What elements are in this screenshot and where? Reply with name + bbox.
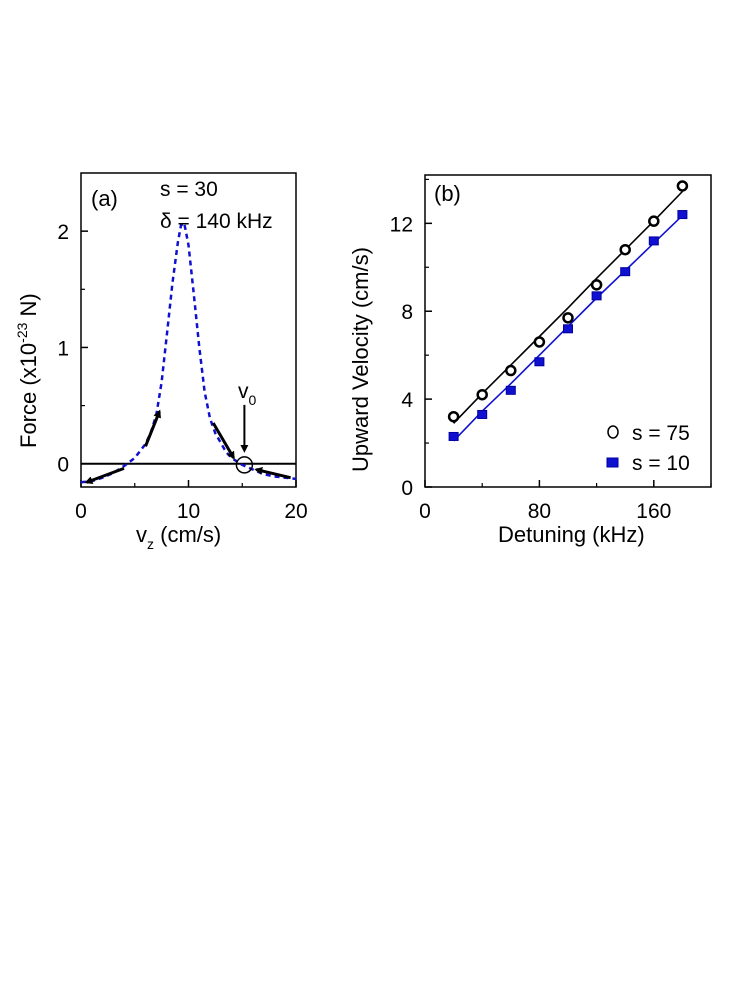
panel-b-y-tick-label: 8 <box>401 301 413 324</box>
panel-b-x-axis-label: Detuning (kHz) <box>498 522 645 547</box>
panel-a-x-tick-label: 10 <box>177 500 200 523</box>
legend: s = 75 s = 10 <box>606 422 690 475</box>
panel-a-annotation-delta: δ = 140 kHz <box>160 210 273 233</box>
fit-line-s75 <box>453 190 683 424</box>
legend-marker-s10 <box>606 457 619 468</box>
panel-b-y-tick-label: 0 <box>401 477 413 500</box>
v0-label: v0 <box>238 380 257 408</box>
flow-arrow <box>254 467 291 480</box>
data-point-s10 <box>505 385 516 395</box>
panel-a-y-tick-label: 0 <box>57 454 69 477</box>
data-point-s75 <box>505 364 517 377</box>
panel-a-y-tick-label: 1 <box>57 337 69 360</box>
panel-a-y-axis-label: Force (x10-23 N) <box>14 293 41 448</box>
data-point-s10 <box>620 267 631 277</box>
panel-b: 0 80 160 0 4 8 12 (b) s = 75 s = 10 Detuning (… <box>348 174 712 547</box>
data-point-s75 <box>562 312 574 324</box>
panel-b-y-axis-label: Upward Velocity (cm/s) <box>348 247 373 472</box>
data-point-s10 <box>477 409 488 419</box>
force-curve <box>80 220 297 484</box>
v0-equilibrium-marker <box>235 456 254 474</box>
panel-b-x-tick-label: 0 <box>419 500 431 523</box>
data-point-s10 <box>563 324 573 334</box>
data-point-s75 <box>676 180 689 192</box>
panel-b-y-tick-label: 12 <box>390 213 413 236</box>
panel-a-annotation-s: s = 30 <box>160 178 218 201</box>
panel-a-x-axis-label: vz (cm/s) <box>136 522 221 552</box>
panel-b-label: (b) <box>434 181 461 206</box>
flow-arrow <box>144 409 161 447</box>
data-point-s10 <box>534 357 545 367</box>
panel-a-label: (a) <box>91 186 118 211</box>
panel-a-x-tick-label: 20 <box>284 500 307 523</box>
legend-label-s75: s = 75 <box>632 422 690 445</box>
data-point-s75 <box>590 279 603 291</box>
data-point-s10 <box>591 291 602 301</box>
panel-b-frame <box>424 174 712 488</box>
legend-label-s10: s = 10 <box>632 452 690 475</box>
legend-marker-s75 <box>607 425 619 439</box>
panel-a-x-tick-label: 0 <box>75 500 87 523</box>
data-point-s75 <box>648 215 660 227</box>
panel-a-y-tick-label: 2 <box>57 221 69 244</box>
data-point-s10 <box>677 210 688 220</box>
flow-arrow <box>211 422 235 460</box>
data-point-s10 <box>448 431 459 441</box>
panel-b-x-tick-label: 80 <box>528 500 551 523</box>
panel-a: 0 10 20 0 1 2 (a) s = 30 δ = 140 kHz v0 vz (c… <box>14 172 308 552</box>
data-point-s75 <box>447 410 460 423</box>
panel-b-x-tick-label: 160 <box>636 500 671 523</box>
data-point-s75 <box>619 243 631 256</box>
data-point-s75 <box>476 388 488 401</box>
data-point-s75 <box>533 336 546 348</box>
flow-arrow <box>84 466 125 485</box>
data-point-s10 <box>648 236 659 246</box>
panel-b-y-tick-label: 4 <box>401 389 413 412</box>
